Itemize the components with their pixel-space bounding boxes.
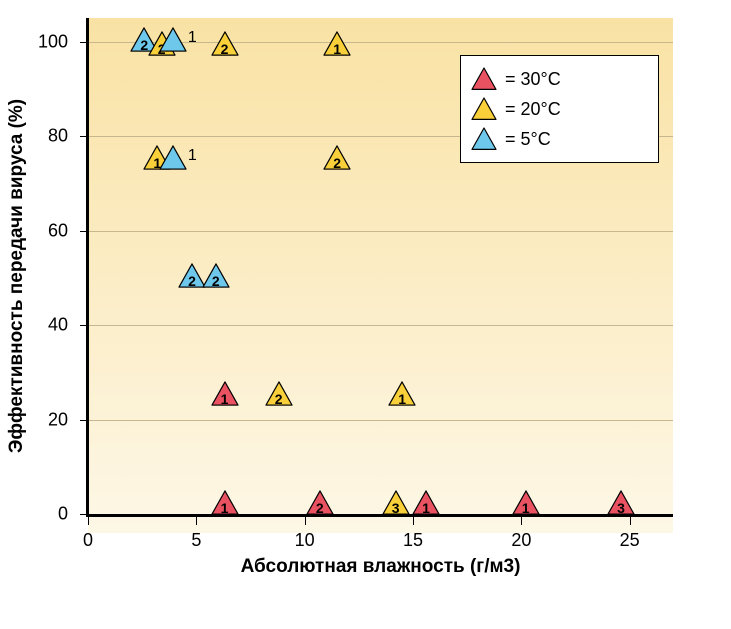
x-tick <box>196 517 197 525</box>
triangle-icon <box>471 127 497 151</box>
y-tick <box>80 514 88 515</box>
y-tick <box>80 420 88 421</box>
gridline <box>88 325 673 326</box>
data-point <box>607 490 635 520</box>
y-axis-label: Эффективность передачи вируса (%) <box>6 98 28 452</box>
data-point-side-label: 1 <box>188 29 197 47</box>
triangle-icon <box>471 97 497 121</box>
x-tick-label: 15 <box>403 530 423 551</box>
y-tick-label: 40 <box>48 315 78 336</box>
data-point <box>306 490 334 520</box>
data-point <box>412 490 440 520</box>
data-point <box>202 263 230 293</box>
legend-item: = 30°C <box>471 64 646 94</box>
x-tick-label: 25 <box>620 530 640 551</box>
legend-item: = 20°C <box>471 94 646 124</box>
y-tick <box>80 42 88 43</box>
x-axis <box>88 514 673 517</box>
triangle-icon <box>471 67 497 91</box>
x-tick <box>88 517 89 525</box>
data-point <box>159 27 187 57</box>
y-tick-label: 0 <box>58 504 78 525</box>
y-tick-label: 80 <box>48 126 78 147</box>
legend-item: = 5°C <box>471 124 646 154</box>
virus-transmission-chart: Эффективность передачи вируса (%) Абсолю… <box>0 0 731 629</box>
legend-label: = 30°C <box>505 69 561 90</box>
gridline <box>88 231 673 232</box>
data-point <box>265 381 293 411</box>
x-tick-label: 10 <box>295 530 315 551</box>
y-tick-label: 60 <box>48 220 78 241</box>
data-point <box>512 490 540 520</box>
data-point <box>323 145 351 175</box>
x-tick-label: 20 <box>511 530 531 551</box>
data-point <box>382 490 410 520</box>
x-axis-label: Абсолютная влажность (г/м3) <box>241 556 521 578</box>
x-tick-label: 0 <box>83 530 93 551</box>
y-tick-label: 100 <box>38 31 78 52</box>
y-tick-label: 20 <box>48 409 78 430</box>
data-point <box>211 31 239 61</box>
gridline <box>88 420 673 421</box>
y-tick <box>80 231 88 232</box>
y-axis <box>86 18 89 517</box>
data-point <box>211 490 239 520</box>
y-tick <box>80 325 88 326</box>
x-tick-label: 5 <box>191 530 201 551</box>
data-point <box>211 381 239 411</box>
data-point-side-label: 1 <box>188 147 197 165</box>
data-point <box>388 381 416 411</box>
data-point <box>323 31 351 61</box>
y-tick <box>80 136 88 137</box>
legend-label: = 20°C <box>505 99 561 120</box>
legend: = 30°C = 20°C = 5°C <box>460 55 659 163</box>
legend-label: = 5°C <box>505 129 551 150</box>
data-point <box>159 145 187 175</box>
